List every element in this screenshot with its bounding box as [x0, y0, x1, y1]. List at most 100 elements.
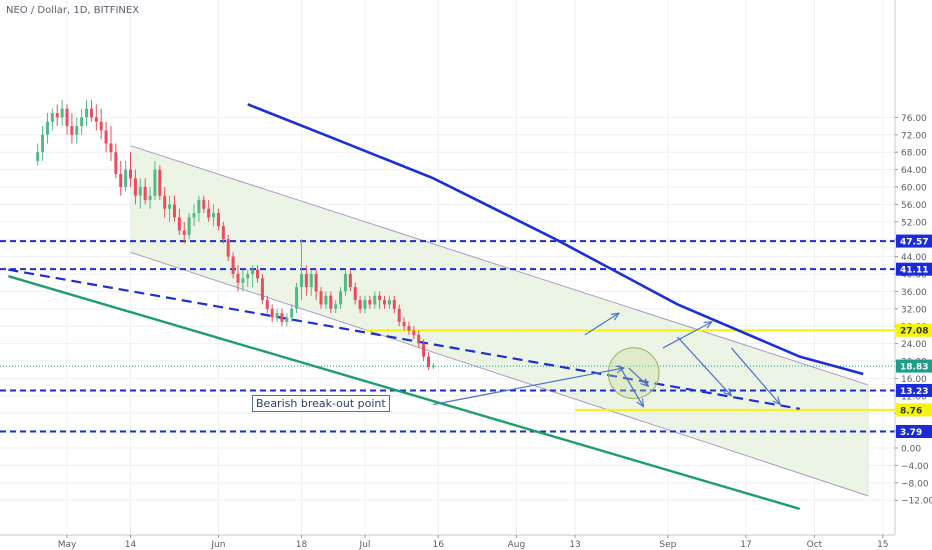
- candle-body: [343, 274, 347, 292]
- candle-body: [202, 200, 206, 209]
- candle-body: [402, 321, 406, 327]
- candle-body: [368, 300, 372, 305]
- candlesticks: [36, 100, 435, 370]
- candle-body: [431, 366, 435, 368]
- y-tick-label: 32.00: [901, 305, 927, 315]
- y-tick-label: 64.00: [901, 166, 927, 176]
- annotations: [433, 313, 780, 407]
- price-label-box: [896, 323, 932, 337]
- candle-body: [99, 121, 103, 131]
- candle-body: [133, 178, 137, 196]
- candle-body: [339, 291, 343, 305]
- candle-body: [94, 117, 98, 122]
- y-tick-label: −4.00: [901, 462, 929, 472]
- x-tick-label: 16: [433, 540, 445, 550]
- candle-body: [363, 300, 367, 309]
- candle-body: [148, 195, 152, 201]
- candle-body: [55, 113, 59, 118]
- candle-body: [109, 143, 113, 153]
- candle-body: [280, 313, 284, 322]
- candle-body: [236, 274, 240, 283]
- candle-body: [85, 108, 89, 118]
- y-tick-label: 36.00: [901, 288, 927, 298]
- candle-body: [187, 217, 191, 235]
- candle-body: [45, 121, 49, 135]
- y-tick-label: −12.00: [901, 497, 932, 507]
- candle-body: [348, 274, 352, 288]
- price-label-box: [896, 359, 932, 373]
- trend-line-support-green: [8, 275, 801, 511]
- candle-body: [407, 326, 411, 331]
- candle-body: [246, 274, 250, 279]
- y-tick-label: 44.00: [901, 253, 927, 263]
- x-tick-label: 15: [877, 540, 888, 550]
- candle-body: [36, 152, 40, 161]
- candle-body: [124, 169, 128, 187]
- candle-body: [285, 317, 289, 322]
- candle-body: [256, 269, 260, 279]
- candle-body: [319, 291, 323, 305]
- candle-body: [426, 356, 431, 368]
- price-labels: 47.57 41.11 27.08 18.83 13.23 8.76 3.79: [896, 234, 932, 439]
- candle-body: [353, 287, 357, 301]
- candle-body: [358, 300, 362, 309]
- candle-body: [153, 169, 157, 196]
- candle-body: [265, 300, 269, 309]
- candle-body: [383, 300, 387, 305]
- candle-body: [309, 274, 313, 288]
- candle-body: [329, 295, 333, 309]
- y-tick-label: 0.00: [901, 445, 921, 455]
- breakout-annotation: Bearish break-out point: [252, 395, 390, 412]
- candle-body: [197, 200, 201, 214]
- candle-body: [295, 287, 299, 309]
- candle-body: [89, 108, 93, 118]
- x-tick-label: May: [58, 540, 77, 550]
- symbol-header: NEO / Dollar, 1D, BITFINEX: [6, 5, 140, 16]
- projection-arrow: [662, 322, 712, 349]
- candle-body: [304, 274, 308, 288]
- price-label-box: [896, 262, 932, 276]
- channel-lower: [130, 251, 869, 497]
- y-tick-label: 16.00: [901, 375, 927, 385]
- candle-body: [251, 269, 255, 274]
- candle-body: [216, 213, 220, 227]
- price-label-box: [896, 425, 932, 439]
- candle-body: [373, 295, 377, 305]
- candle-body: [114, 152, 118, 174]
- candle-body: [334, 304, 338, 309]
- candle-body: [324, 295, 328, 305]
- candle-body: [41, 134, 45, 153]
- projection-arrow: [677, 336, 732, 396]
- candle-body: [177, 217, 181, 231]
- projection-arrow: [584, 313, 619, 336]
- candle-body: [221, 226, 225, 240]
- trend-line-support-dashed: [8, 268, 800, 410]
- x-tick-label: Jul: [359, 540, 371, 550]
- price-label-text: 8.76: [900, 406, 922, 416]
- candle-body: [168, 204, 172, 209]
- candle-body: [378, 295, 382, 301]
- y-tick-label: 56.00: [901, 201, 927, 211]
- y-tick-label: 12.00: [901, 392, 927, 402]
- price-label-text: 13.23: [900, 387, 928, 397]
- candle-body: [226, 239, 230, 257]
- price-label-text: 3.79: [900, 428, 922, 438]
- y-tick-label: 68.00: [901, 149, 927, 159]
- projection-arrow: [730, 347, 780, 405]
- candle-body: [104, 130, 108, 144]
- candle-body: [158, 169, 162, 196]
- candle-body: [241, 278, 245, 283]
- candle-body: [172, 204, 176, 218]
- price-label-box: [896, 383, 932, 397]
- candle-body: [387, 300, 391, 305]
- candle-body: [182, 230, 186, 235]
- price-label-text: 27.08: [900, 327, 928, 337]
- x-axis: May 14 Jun 18 Jul 16 Aug 13 Sep 17 Oct 15: [0, 534, 895, 550]
- price-levels: [0, 240, 895, 433]
- candle-body: [299, 274, 303, 288]
- candle-body: [392, 300, 396, 309]
- price-label-text: 41.11: [900, 266, 928, 276]
- candle-body: [231, 256, 235, 274]
- x-tick-label: 18: [296, 540, 308, 550]
